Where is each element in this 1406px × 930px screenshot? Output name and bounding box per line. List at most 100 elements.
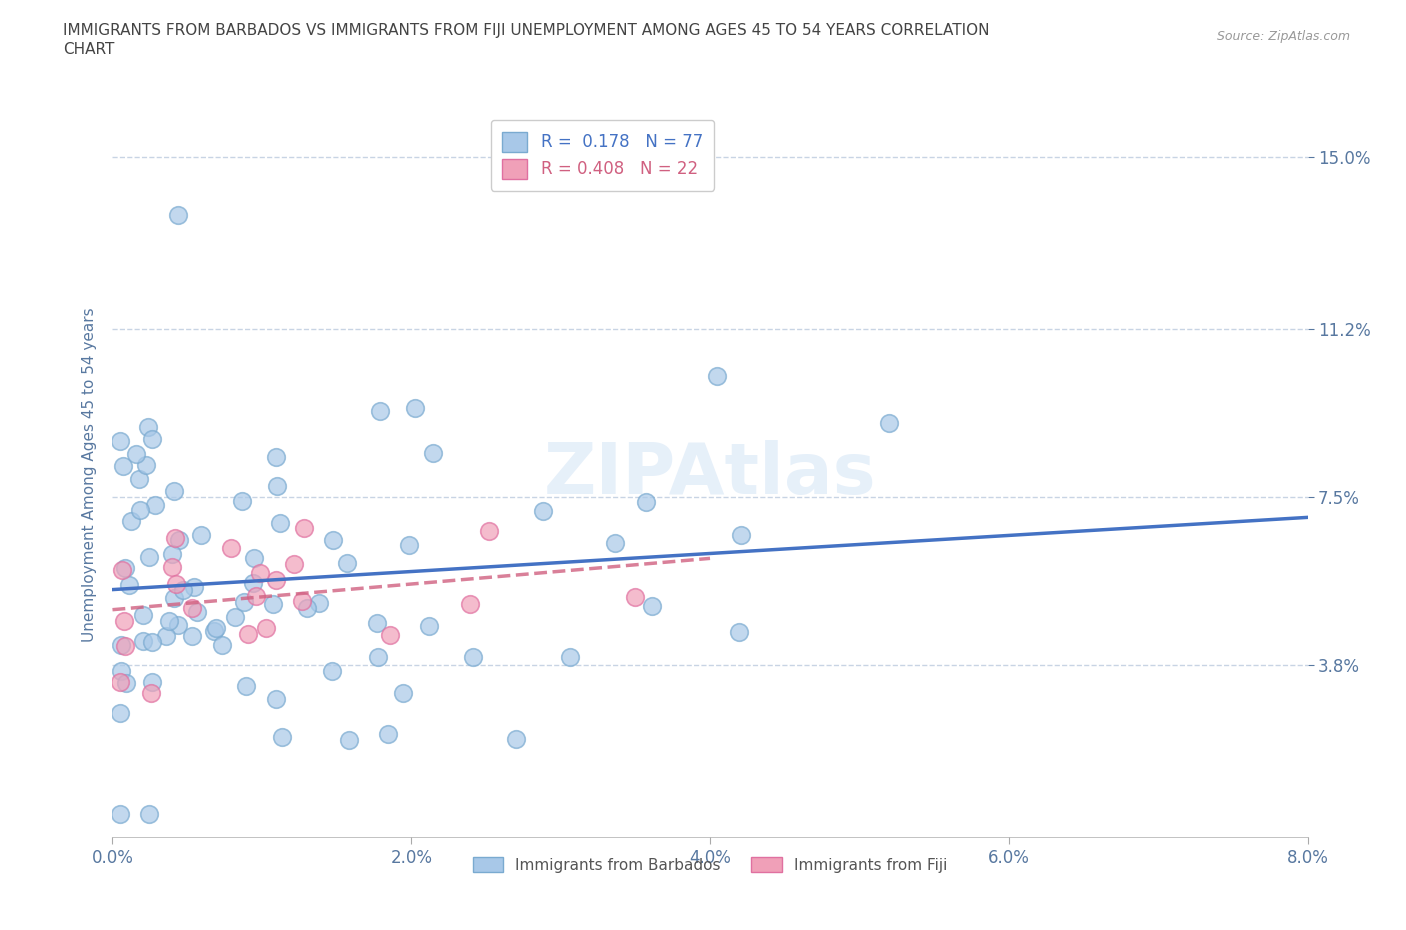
- Point: [186, 604, 208, 619]
- Point: [202, 624, 225, 639]
- Point: [242, 576, 264, 591]
- Point: [706, 369, 728, 384]
- Point: [224, 609, 246, 624]
- Point: [269, 516, 291, 531]
- Point: [418, 618, 440, 633]
- Point: [392, 686, 415, 701]
- Point: [180, 629, 202, 644]
- Point: [727, 624, 749, 639]
- Point: [477, 524, 499, 538]
- Legend: Immigrants from Barbados, Immigrants from Fiji: Immigrants from Barbados, Immigrants fro…: [465, 849, 955, 880]
- Point: [143, 498, 166, 512]
- Point: [291, 594, 314, 609]
- Point: [283, 556, 305, 571]
- Point: [114, 639, 136, 654]
- Point: [135, 458, 157, 472]
- Point: [108, 433, 131, 448]
- Point: [245, 589, 267, 604]
- Point: [128, 472, 150, 486]
- Point: [271, 730, 294, 745]
- Point: [605, 536, 627, 551]
- Point: [128, 502, 150, 517]
- Point: [641, 599, 664, 614]
- Point: [141, 674, 163, 689]
- Point: [292, 521, 315, 536]
- Point: [165, 577, 187, 591]
- Point: [879, 416, 901, 431]
- Point: [183, 579, 205, 594]
- Point: [163, 591, 186, 605]
- Point: [243, 551, 266, 565]
- Point: [377, 726, 399, 741]
- Point: [337, 732, 360, 747]
- Point: [132, 633, 155, 648]
- Point: [266, 479, 288, 494]
- Point: [180, 601, 202, 616]
- Point: [730, 527, 752, 542]
- Point: [138, 420, 160, 435]
- Text: CHART: CHART: [63, 42, 115, 57]
- Point: [249, 565, 271, 580]
- Point: [295, 601, 318, 616]
- Point: [166, 207, 188, 222]
- Point: [110, 663, 132, 678]
- Point: [205, 620, 228, 635]
- Point: [461, 650, 484, 665]
- Point: [172, 582, 194, 597]
- Point: [108, 674, 131, 689]
- Point: [155, 629, 177, 644]
- Point: [160, 546, 183, 561]
- Point: [211, 638, 233, 653]
- Point: [114, 561, 136, 576]
- Point: [422, 445, 444, 460]
- Point: [505, 731, 527, 746]
- Point: [231, 493, 253, 508]
- Point: [115, 676, 138, 691]
- Point: [634, 495, 657, 510]
- Point: [120, 513, 142, 528]
- Point: [139, 685, 162, 700]
- Point: [378, 628, 401, 643]
- Point: [160, 559, 183, 574]
- Point: [308, 596, 330, 611]
- Point: [118, 578, 141, 592]
- Point: [165, 531, 187, 546]
- Point: [335, 555, 357, 570]
- Point: [108, 706, 131, 721]
- Point: [112, 614, 135, 629]
- Point: [321, 664, 343, 679]
- Point: [190, 527, 212, 542]
- Point: [138, 549, 160, 564]
- Point: [141, 634, 163, 649]
- Point: [157, 614, 180, 629]
- Point: [235, 678, 257, 693]
- Point: [531, 503, 554, 518]
- Point: [166, 618, 188, 633]
- Point: [169, 533, 191, 548]
- Point: [367, 650, 389, 665]
- Point: [264, 449, 287, 464]
- Y-axis label: Unemployment Among Ages 45 to 54 years: Unemployment Among Ages 45 to 54 years: [82, 307, 97, 642]
- Point: [219, 540, 242, 555]
- Point: [264, 572, 287, 587]
- Point: [458, 596, 481, 611]
- Point: [132, 607, 155, 622]
- Point: [163, 483, 186, 498]
- Point: [112, 458, 135, 473]
- Point: [368, 404, 391, 418]
- Point: [236, 626, 259, 641]
- Text: Source: ZipAtlas.com: Source: ZipAtlas.com: [1216, 30, 1350, 43]
- Point: [108, 807, 131, 822]
- Point: [558, 649, 581, 664]
- Point: [404, 401, 426, 416]
- Point: [125, 446, 148, 461]
- Text: IMMIGRANTS FROM BARBADOS VS IMMIGRANTS FROM FIJI UNEMPLOYMENT AMONG AGES 45 TO 5: IMMIGRANTS FROM BARBADOS VS IMMIGRANTS F…: [63, 23, 990, 38]
- Point: [262, 596, 284, 611]
- Point: [138, 807, 160, 822]
- Point: [233, 594, 256, 609]
- Point: [254, 621, 277, 636]
- Point: [322, 533, 344, 548]
- Point: [398, 538, 420, 552]
- Text: ZIPAtlas: ZIPAtlas: [544, 440, 876, 509]
- Point: [110, 638, 132, 653]
